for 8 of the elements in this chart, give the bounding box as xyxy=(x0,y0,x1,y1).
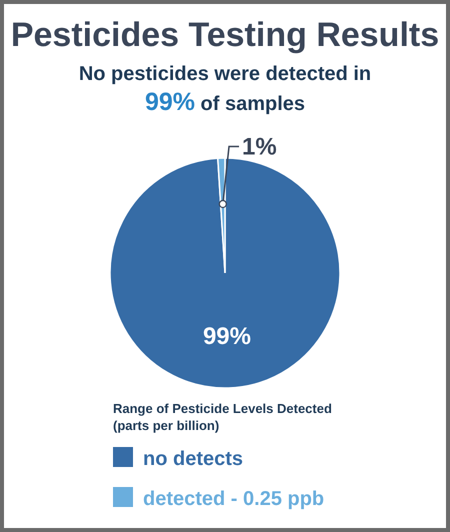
chart-title: Pesticides Testing Results xyxy=(10,16,440,54)
data-label: 1% xyxy=(242,134,277,161)
legend-label: no detects xyxy=(143,448,244,470)
legend-title: Range of Pesticide Levels Detected (parts per billion) xyxy=(113,401,332,433)
data-label: 99% xyxy=(202,323,252,350)
pie-slice xyxy=(109,157,341,389)
legend-label: detected - 0.25 ppb xyxy=(143,488,324,510)
chart-subtitle: No pesticides were detected in 99% of samples xyxy=(78,63,372,116)
